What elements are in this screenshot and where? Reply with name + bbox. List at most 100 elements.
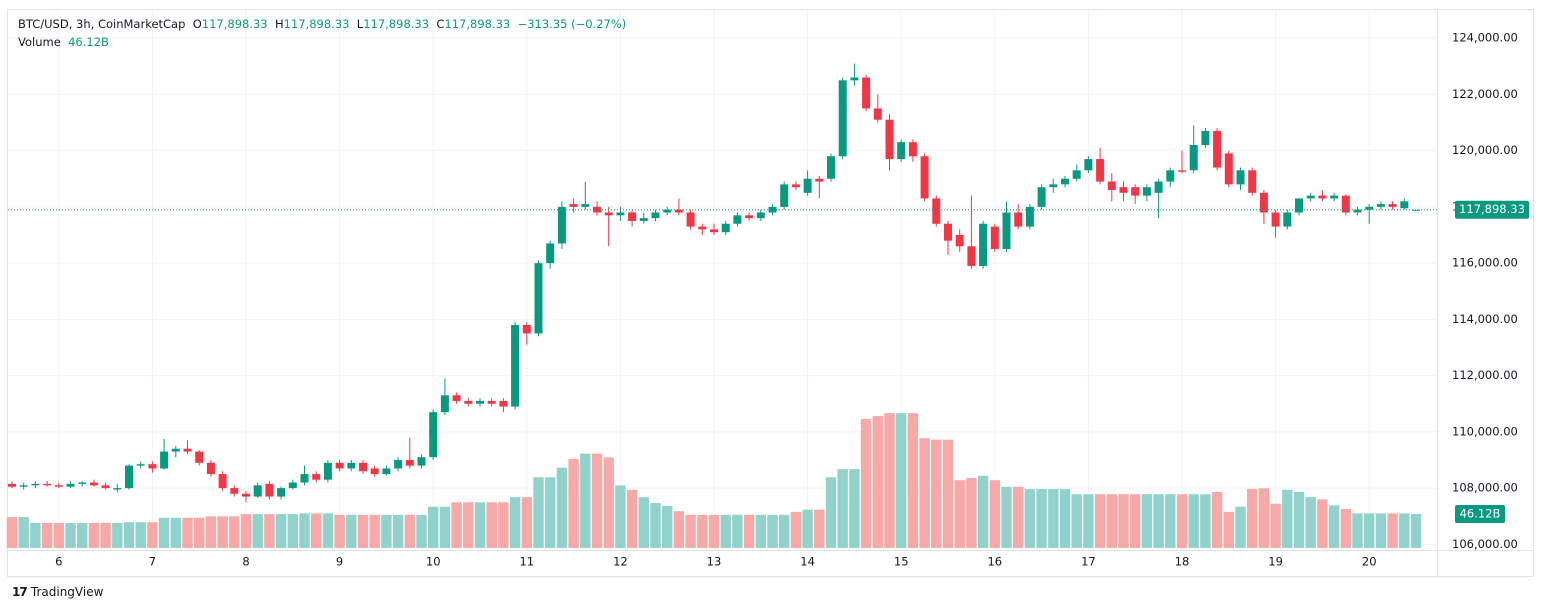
volume-bar — [884, 413, 895, 548]
candle-body — [920, 156, 929, 199]
candle-body — [756, 212, 765, 219]
volume-bar — [568, 458, 579, 548]
volume-bar — [1340, 508, 1351, 548]
volume-bar — [837, 469, 848, 548]
x-tick-label: 11 — [519, 555, 534, 569]
candle-body — [1376, 204, 1385, 207]
volume-bar — [545, 477, 556, 548]
candle-body — [1061, 178, 1069, 185]
volume-bar — [673, 511, 685, 548]
volume-bar — [486, 502, 497, 548]
candle-body — [628, 212, 637, 221]
volume-bar — [1188, 494, 1199, 548]
volume-bar — [603, 457, 614, 548]
candle-body — [1014, 212, 1023, 227]
label: C — [436, 17, 445, 31]
brand: 17 TradingView — [12, 585, 104, 599]
volume-bar — [158, 517, 170, 548]
candle-body — [745, 215, 754, 219]
volume-bar — [1094, 494, 1106, 548]
volume-bar — [1024, 489, 1036, 548]
volume-bar — [334, 514, 345, 548]
label: Volume — [18, 35, 61, 49]
volume-bar — [30, 522, 41, 548]
candle-body — [277, 488, 286, 497]
candle-body — [967, 246, 976, 266]
candle-body — [394, 460, 403, 469]
volume-bar — [1293, 491, 1305, 548]
candle-body — [944, 223, 952, 241]
candle-body — [171, 448, 180, 452]
candle-body — [815, 178, 824, 182]
candle-body — [1388, 204, 1397, 207]
y-tick-label: 120,000.00 — [1452, 143, 1518, 157]
volume-bar — [112, 522, 123, 548]
candle-body — [897, 142, 906, 160]
volume-bar — [170, 517, 181, 548]
volume-bar — [428, 506, 439, 548]
x-tick-label: 9 — [336, 555, 343, 569]
candle-body — [359, 462, 367, 472]
y-tick-label: 114,000.00 — [1452, 312, 1518, 326]
candle-body — [54, 485, 63, 487]
volume-bar — [1118, 494, 1129, 548]
volume-bar — [896, 413, 907, 548]
volume-bar — [1211, 491, 1223, 548]
candle-body — [908, 142, 917, 157]
volume-bar — [123, 522, 135, 548]
volume-bar — [100, 522, 111, 548]
volume-bar — [369, 514, 380, 548]
candle-body — [1096, 159, 1105, 182]
volume-bar — [638, 497, 649, 548]
volume-bar — [264, 514, 275, 548]
volume-bar — [41, 522, 53, 548]
x-tick-label: 20 — [1362, 555, 1377, 569]
candle-body — [195, 451, 204, 463]
candle-body — [990, 226, 999, 250]
volume-bar — [1410, 514, 1422, 548]
candle-body — [452, 395, 461, 401]
volume-bar — [1200, 494, 1211, 548]
candle-body — [803, 178, 812, 193]
candle-body — [569, 204, 578, 207]
volume-bar — [556, 467, 568, 548]
volume-bar — [217, 516, 228, 548]
volume-bar — [802, 509, 813, 548]
volume-bar — [1059, 489, 1071, 548]
candle-body — [1224, 153, 1233, 185]
volume-bar — [521, 497, 532, 548]
value: 117,898.33 — [283, 17, 350, 31]
volume-bar — [1375, 513, 1387, 548]
candle-body — [382, 468, 391, 475]
candle-body — [183, 448, 192, 452]
volume-bar — [1282, 489, 1293, 548]
candle-body — [1236, 170, 1245, 185]
candle-body — [43, 483, 52, 486]
candle-body — [242, 493, 250, 497]
price-tag-label: 117,898.33 — [1459, 202, 1525, 216]
candle-body — [218, 474, 227, 489]
candle-body — [417, 457, 426, 466]
candle-body — [1131, 187, 1140, 196]
candle-body — [838, 80, 847, 157]
candle-body — [1400, 201, 1409, 209]
y-tick-label: 106,000.00 — [1452, 537, 1518, 551]
candle-body — [1341, 195, 1350, 213]
volume-bar — [240, 514, 252, 548]
candle-body — [1248, 170, 1257, 193]
volume-bar — [287, 514, 298, 548]
volume-bar — [860, 419, 872, 548]
volume-bar — [252, 514, 263, 548]
volume-bar — [53, 522, 64, 548]
candle-body — [1119, 187, 1128, 193]
volume-bar — [275, 514, 287, 548]
candle-body — [1084, 159, 1093, 171]
candle-body — [768, 206, 777, 213]
candle-body — [791, 184, 800, 188]
candle-body — [1330, 195, 1339, 199]
candle-body — [639, 218, 648, 221]
candle-body — [1318, 195, 1327, 199]
x-tick-label: 17 — [1081, 555, 1096, 569]
candle-body — [955, 235, 964, 247]
